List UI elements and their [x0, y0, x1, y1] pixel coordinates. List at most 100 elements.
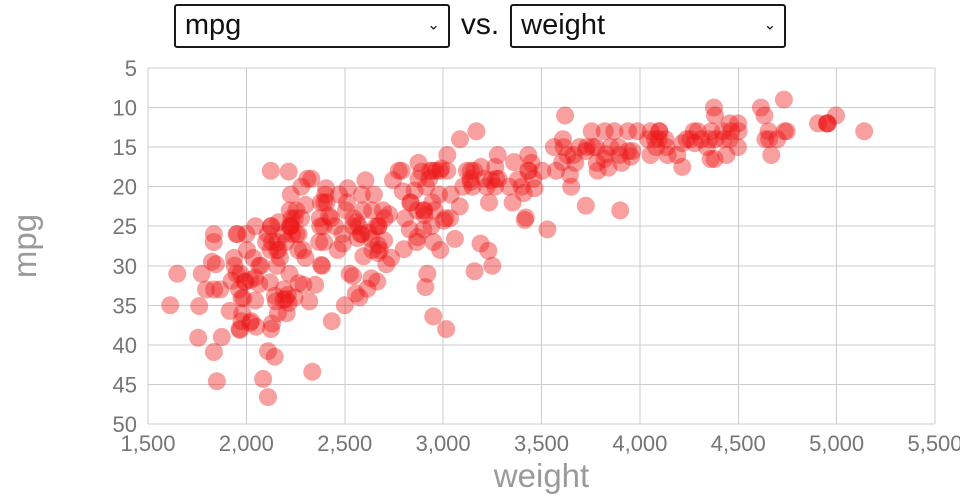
data-point — [700, 130, 719, 149]
data-point — [650, 122, 669, 141]
data-point — [482, 171, 501, 190]
data-point — [289, 274, 308, 293]
svg-text:4,000: 4,000 — [612, 431, 667, 456]
data-point — [317, 193, 336, 212]
data-point — [538, 220, 557, 239]
y-variable-select-wrap: mpg ⌄ — [173, 4, 450, 48]
svg-text:30: 30 — [113, 254, 137, 279]
data-point — [426, 161, 445, 180]
data-point — [267, 241, 286, 259]
x-variable-select-wrap: weight ⌄ — [510, 4, 787, 48]
data-point — [238, 241, 256, 259]
x-variable-select[interactable]: weight — [510, 4, 787, 48]
data-point — [483, 256, 502, 275]
data-point — [394, 240, 413, 259]
data-point — [657, 138, 676, 157]
data-point — [457, 161, 476, 180]
data-point — [336, 201, 355, 220]
svg-text:50: 50 — [113, 412, 137, 437]
data-point — [236, 272, 255, 291]
data-point — [611, 201, 630, 220]
data-point — [283, 225, 302, 244]
data-point — [330, 185, 349, 204]
data-point — [285, 209, 304, 228]
data-point — [247, 317, 266, 336]
data-point — [392, 161, 411, 180]
data-point — [317, 179, 336, 198]
data-point — [333, 234, 352, 253]
data-point — [553, 130, 572, 149]
data-point — [760, 130, 779, 149]
data-point — [628, 122, 647, 141]
data-point — [244, 248, 263, 267]
data-point — [720, 130, 739, 149]
data-point — [197, 280, 215, 299]
data-point — [189, 328, 208, 347]
data-point — [237, 225, 256, 244]
data-point — [289, 225, 308, 244]
data-point — [227, 264, 246, 283]
data-point — [522, 153, 541, 172]
data-point — [717, 146, 736, 164]
data-point — [554, 138, 573, 157]
data-point — [515, 210, 534, 229]
data-point — [412, 162, 431, 181]
data-point — [519, 161, 538, 180]
data-point — [751, 98, 770, 117]
data-point — [241, 313, 260, 332]
data-point — [268, 233, 287, 251]
data-point — [610, 146, 629, 164]
data-point — [384, 171, 402, 190]
data-point — [768, 130, 787, 149]
data-point — [436, 209, 455, 228]
data-point — [409, 169, 428, 188]
data-point — [775, 122, 794, 141]
data-point — [465, 161, 484, 180]
data-point — [211, 280, 230, 299]
data-point — [566, 153, 585, 172]
data-point — [377, 255, 396, 274]
data-point — [362, 269, 381, 288]
data-point — [267, 256, 286, 275]
data-point — [597, 145, 616, 164]
data-point — [250, 275, 269, 293]
data-point — [257, 233, 276, 251]
data-point — [347, 213, 366, 232]
data-point — [326, 217, 345, 236]
data-point — [231, 320, 250, 339]
data-point — [601, 138, 620, 157]
data-point — [389, 161, 408, 180]
data-point — [489, 169, 508, 188]
data-point — [407, 233, 426, 251]
data-point — [315, 233, 334, 251]
data-point — [375, 231, 394, 250]
data-point — [475, 169, 494, 188]
data-point — [310, 233, 329, 251]
svg-text:35: 35 — [113, 293, 137, 318]
data-point — [204, 343, 223, 361]
data-point — [525, 179, 544, 198]
data-point — [818, 114, 836, 133]
y-variable-select[interactable]: mpg — [173, 4, 450, 48]
data-point — [500, 177, 519, 196]
scatter-points — [161, 90, 874, 407]
data-point — [220, 301, 239, 320]
data-point — [516, 208, 535, 227]
svg-text:3,000: 3,000 — [416, 431, 471, 456]
data-point — [673, 157, 692, 176]
data-point — [312, 256, 331, 274]
data-point — [641, 122, 660, 141]
data-point — [612, 153, 631, 172]
data-point — [230, 320, 249, 339]
data-point — [505, 153, 523, 172]
data-point — [599, 158, 618, 177]
data-point — [246, 291, 265, 310]
data-point — [228, 225, 247, 244]
data-point — [465, 262, 484, 281]
data-point — [570, 138, 589, 157]
data-point — [461, 169, 480, 188]
svg-text:25: 25 — [113, 214, 137, 239]
data-point — [467, 122, 486, 141]
data-point — [533, 161, 552, 180]
data-point — [434, 211, 453, 230]
